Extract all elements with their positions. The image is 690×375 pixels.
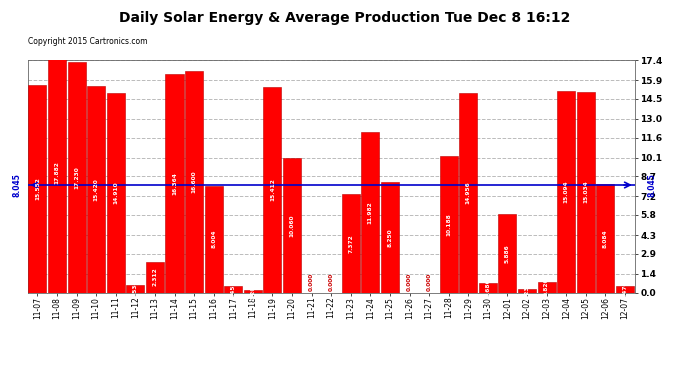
Text: 16.364: 16.364 xyxy=(172,172,177,195)
Bar xyxy=(460,93,477,292)
Text: 8.045: 8.045 xyxy=(12,173,22,197)
Text: 16.600: 16.600 xyxy=(192,170,197,193)
Text: 0.452: 0.452 xyxy=(230,280,236,299)
Bar xyxy=(518,290,536,292)
Text: 11.982: 11.982 xyxy=(368,201,373,224)
Text: 0.234: 0.234 xyxy=(524,282,529,300)
Text: 8.045: 8.045 xyxy=(647,173,657,197)
Text: 5.886: 5.886 xyxy=(505,244,510,262)
Bar xyxy=(558,91,575,292)
Text: Copyright 2015 Cartronics.com: Copyright 2015 Cartronics.com xyxy=(28,38,147,46)
Bar xyxy=(146,262,164,292)
Bar xyxy=(498,214,517,292)
Text: 14.910: 14.910 xyxy=(113,182,118,204)
Bar xyxy=(283,158,301,292)
Text: 8.004: 8.004 xyxy=(211,230,216,248)
Bar xyxy=(244,290,262,292)
Text: 10.188: 10.188 xyxy=(446,213,451,236)
Text: 0.470: 0.470 xyxy=(622,280,627,298)
Bar xyxy=(479,284,497,292)
Text: 10.060: 10.060 xyxy=(290,214,295,237)
Text: 15.094: 15.094 xyxy=(564,180,569,203)
Bar xyxy=(166,74,184,292)
Text: 8.250: 8.250 xyxy=(388,228,393,247)
Bar xyxy=(264,87,282,292)
Bar xyxy=(28,85,46,292)
Bar xyxy=(205,186,223,292)
Text: 0.000: 0.000 xyxy=(309,273,314,291)
Bar xyxy=(362,132,380,292)
Text: Daily Solar Energy & Average Production Tue Dec 8 16:12: Daily Solar Energy & Average Production … xyxy=(119,11,571,25)
Text: 15.552: 15.552 xyxy=(35,177,40,200)
Bar xyxy=(87,87,105,292)
Bar xyxy=(577,92,595,292)
Text: 14.956: 14.956 xyxy=(466,181,471,204)
Text: 0.000: 0.000 xyxy=(407,273,412,291)
Bar xyxy=(68,62,86,292)
Text: 0.820: 0.820 xyxy=(544,278,549,296)
Bar xyxy=(185,71,203,292)
Text: 2.312: 2.312 xyxy=(152,268,157,286)
Text: 15.420: 15.420 xyxy=(94,178,99,201)
Text: 0.000: 0.000 xyxy=(426,273,432,291)
Text: 0.686: 0.686 xyxy=(485,279,491,297)
Bar xyxy=(342,194,359,292)
Text: 15.412: 15.412 xyxy=(270,178,275,201)
Bar xyxy=(48,54,66,292)
Bar xyxy=(107,93,125,292)
Bar xyxy=(596,184,614,292)
Bar xyxy=(616,286,634,292)
Bar xyxy=(538,282,555,292)
Bar xyxy=(440,156,457,292)
Text: 0.000: 0.000 xyxy=(328,273,334,291)
Text: 17.230: 17.230 xyxy=(74,166,79,189)
Bar xyxy=(126,285,144,292)
Text: 0.534: 0.534 xyxy=(133,280,138,298)
Text: 8.084: 8.084 xyxy=(603,229,608,248)
Bar xyxy=(381,182,399,292)
Text: 17.882: 17.882 xyxy=(55,162,59,184)
Text: 0.200: 0.200 xyxy=(250,282,255,300)
Bar xyxy=(224,286,242,292)
Text: 15.034: 15.034 xyxy=(583,181,589,203)
Text: 7.372: 7.372 xyxy=(348,234,353,253)
